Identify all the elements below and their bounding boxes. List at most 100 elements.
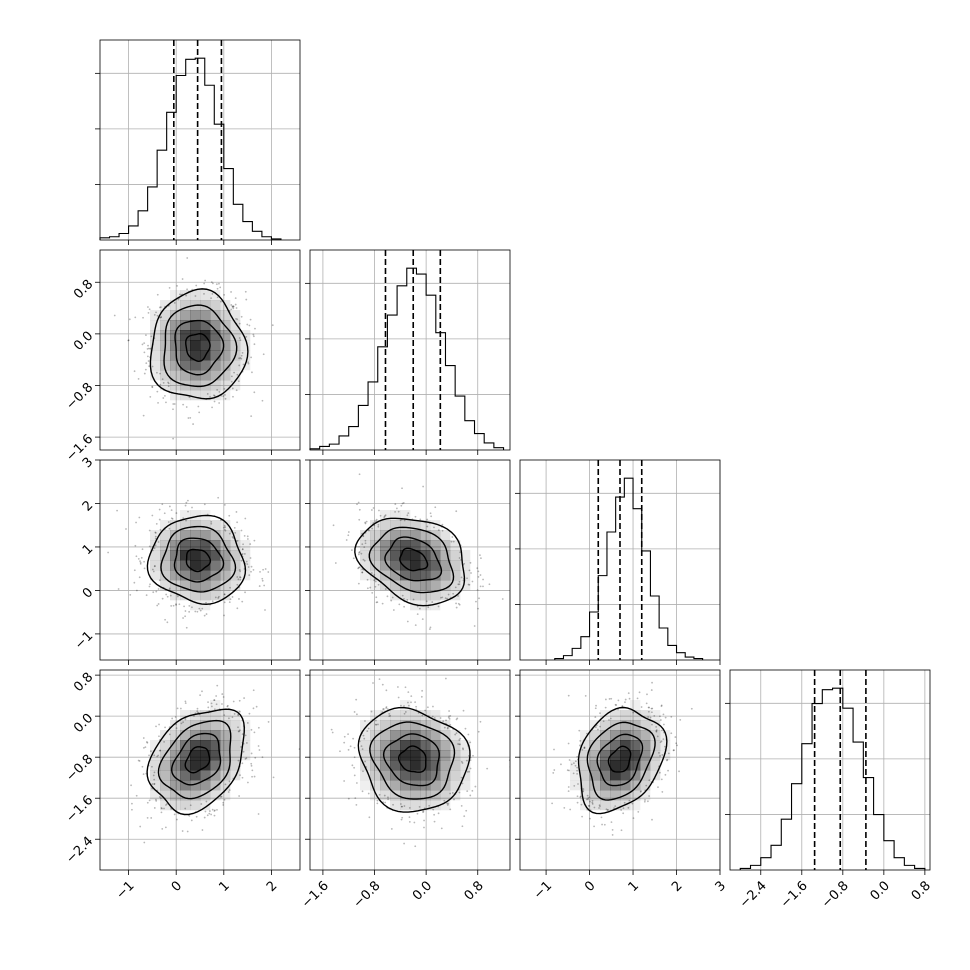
scatter-point xyxy=(189,416,192,419)
density-cell xyxy=(380,540,391,551)
scatter-point xyxy=(434,506,437,509)
scatter-point xyxy=(249,557,252,559)
scatter-points xyxy=(551,681,693,836)
density-cell xyxy=(240,350,251,361)
scatter-point xyxy=(252,689,255,692)
scatter-point xyxy=(407,701,409,704)
scatter-point xyxy=(154,531,157,534)
x-tick-label: 0.0 xyxy=(410,878,435,903)
joint-panel-0-3 xyxy=(95,669,301,875)
joint-panel-1-3 xyxy=(305,669,511,875)
scatter-point xyxy=(440,827,443,830)
density-cell xyxy=(180,520,191,531)
density-cell xyxy=(170,540,181,551)
scatter-point xyxy=(446,727,449,730)
scatter-point xyxy=(600,816,603,819)
scatter-point xyxy=(588,805,591,807)
x-tick-label: −1 xyxy=(113,878,137,902)
density-cell xyxy=(460,740,471,751)
contours xyxy=(146,514,247,606)
scatter-point xyxy=(134,316,137,319)
density-cell xyxy=(190,320,201,331)
scatter-point xyxy=(645,702,648,705)
density-cell xyxy=(580,740,591,751)
density-cell xyxy=(630,700,641,711)
density-cell xyxy=(220,750,231,761)
scatter-point xyxy=(465,809,468,812)
density-cell xyxy=(640,790,651,801)
scatter-point xyxy=(553,769,556,771)
density-cell xyxy=(210,790,221,801)
scatter-point xyxy=(385,707,388,709)
scatter-point xyxy=(420,695,423,698)
scatter-point xyxy=(384,514,387,517)
scatter-point xyxy=(236,521,239,524)
scatter-point xyxy=(646,800,649,803)
scatter-point xyxy=(447,726,449,729)
scatter-point xyxy=(240,746,242,748)
density-cell xyxy=(400,510,411,521)
scatter-point xyxy=(166,803,168,805)
scatter-point xyxy=(614,703,617,706)
scatter-point xyxy=(356,713,358,716)
scatter-point xyxy=(379,514,382,517)
scatter-point xyxy=(192,423,195,425)
scatter-point xyxy=(257,726,260,729)
scatter-point xyxy=(159,749,161,752)
scatter-point xyxy=(239,774,241,777)
density-cell xyxy=(180,730,191,741)
y-tick-label: −2.4 xyxy=(63,834,96,867)
density-cell xyxy=(420,570,431,581)
scatter-point xyxy=(234,297,237,300)
contours xyxy=(577,706,668,815)
scatter-point xyxy=(147,360,150,362)
scatter-point xyxy=(362,535,365,538)
density-cell xyxy=(380,720,391,731)
scatter-point xyxy=(469,767,472,770)
scatter-point xyxy=(382,708,384,711)
scatter-point xyxy=(143,567,146,570)
scatter-point xyxy=(241,553,244,555)
scatter-point xyxy=(239,578,242,581)
scatter-point xyxy=(390,599,393,602)
density-cell xyxy=(210,310,221,321)
density-cell xyxy=(650,760,661,771)
scatter-point xyxy=(232,305,235,308)
density-cell xyxy=(180,570,191,581)
scatter-point xyxy=(573,784,576,787)
density-cell xyxy=(440,760,451,771)
scatter-point xyxy=(151,385,154,388)
scatter-point xyxy=(369,586,372,589)
x-tick-label: 0 xyxy=(169,878,185,894)
density-cell xyxy=(630,710,641,721)
density-cell xyxy=(380,790,391,801)
density-cell xyxy=(390,800,401,811)
scatter-point xyxy=(159,383,162,386)
density-cell xyxy=(650,720,661,731)
density-cell xyxy=(190,560,201,571)
scatter-point xyxy=(237,714,240,717)
scatter-point xyxy=(679,718,682,721)
density-cell xyxy=(360,570,371,581)
density-cell xyxy=(430,520,441,531)
scatter-point xyxy=(593,806,596,809)
scatter-point xyxy=(617,699,620,702)
density-cell xyxy=(390,530,401,541)
scatter-point xyxy=(574,760,577,763)
density-cell xyxy=(360,740,371,751)
scatter-point xyxy=(211,293,214,295)
scatter-point xyxy=(453,798,455,801)
x-tick-label: 0.8 xyxy=(462,878,487,903)
scatter-point xyxy=(331,731,334,734)
density-cell xyxy=(410,550,421,561)
scatter-point xyxy=(476,567,479,570)
scatter-point xyxy=(441,596,444,599)
scatter-point xyxy=(353,756,356,759)
scatter-point xyxy=(167,381,169,384)
scatter-point xyxy=(580,803,583,806)
scatter-point xyxy=(570,763,573,766)
scatter-point xyxy=(370,572,373,574)
scatter-point xyxy=(168,286,171,289)
density-cell xyxy=(600,750,611,761)
scatter-point xyxy=(151,568,154,571)
